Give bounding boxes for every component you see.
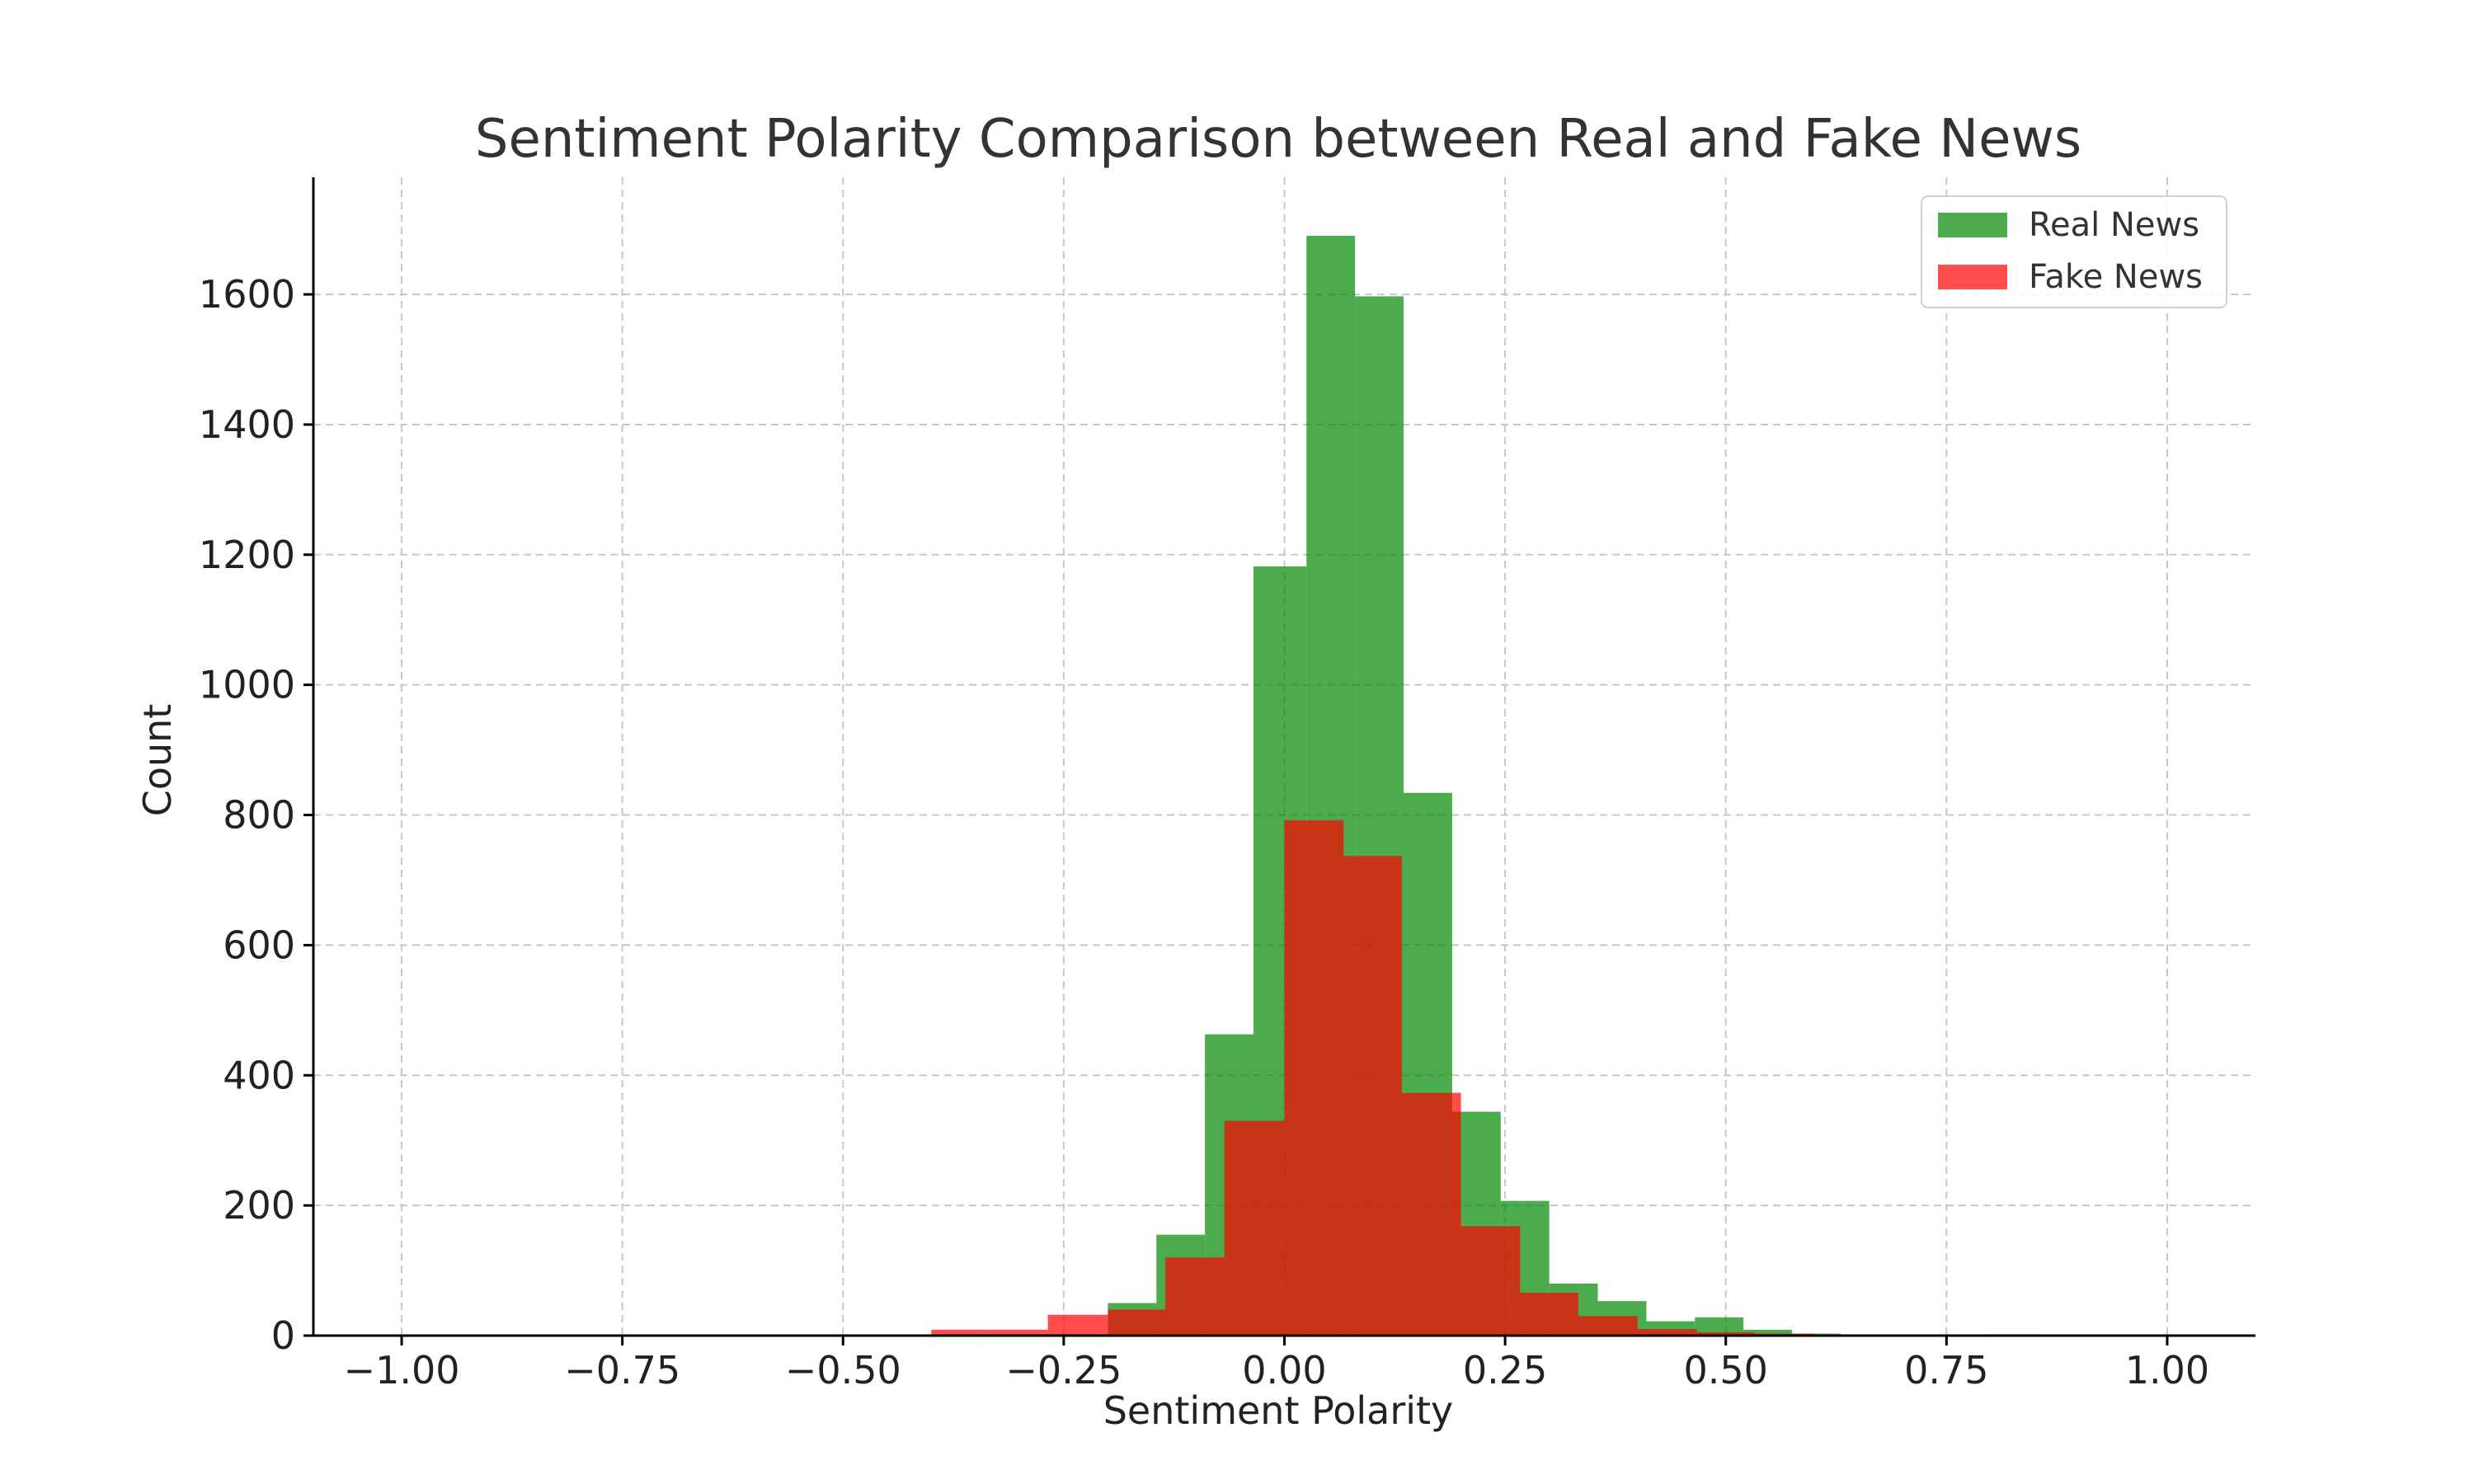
fake-news-bar	[1520, 1292, 1578, 1336]
fake-news-bar	[1460, 1226, 1521, 1336]
histogram-bars	[931, 236, 2039, 1336]
x-axis-label: Sentiment Polarity	[1103, 1388, 1454, 1433]
y-tick-label: 1600	[199, 272, 295, 317]
axes: −1.00 −0.75 −0.50 −0.25 0.00 0.25 0.50 0.75 1.00…	[199, 177, 2255, 1392]
y-tick-label: 200	[223, 1183, 295, 1228]
chart-title: Sentiment Polarity Comparison between Re…	[475, 109, 2081, 170]
y-tick-label: 1000	[199, 663, 295, 707]
fake-news-bar	[1284, 819, 1344, 1336]
fake-news-bar	[1047, 1314, 1108, 1336]
series-fake-news	[931, 819, 1814, 1336]
y-tick-label: 800	[223, 793, 295, 838]
y-tick-label: 1400	[199, 402, 295, 447]
x-tick-label: 1.00	[2125, 1348, 2209, 1392]
fake-news-bar	[1164, 1257, 1225, 1336]
y-axis-label: Count	[135, 704, 180, 817]
legend-label-real-news: Real News	[2029, 206, 2199, 244]
x-tick-label: −1.00	[344, 1348, 460, 1392]
legend-label-fake-news: Fake News	[2029, 258, 2203, 296]
fake-news-bar	[931, 1329, 989, 1336]
fake-news-bar	[1401, 1092, 1461, 1336]
fake-news-bar	[1578, 1316, 1638, 1336]
fake-news-bar	[1637, 1329, 1697, 1336]
x-tick-label: 0.25	[1463, 1348, 1547, 1392]
legend: Real News Fake News	[1921, 195, 2227, 308]
x-tick-label: −0.50	[785, 1348, 901, 1392]
real-news-bar	[1695, 1317, 1744, 1336]
x-tick-label: 0.75	[1904, 1348, 1988, 1392]
fake-news-bar	[1696, 1332, 1756, 1336]
y-tick-label: 0	[271, 1313, 295, 1358]
x-tick-label: 0.50	[1684, 1348, 1768, 1392]
y-tick-label: 400	[223, 1053, 295, 1097]
x-tick-label: −0.75	[564, 1348, 680, 1392]
fake-news-bar	[988, 1329, 1048, 1336]
fake-news-bar	[1108, 1309, 1165, 1336]
x-tick-label: 0.00	[1242, 1348, 1326, 1392]
y-tick-label: 1200	[199, 533, 295, 577]
fake-news-bar	[1343, 856, 1402, 1336]
real-news-bar	[1743, 1329, 1793, 1336]
y-tick-label: 600	[223, 923, 295, 967]
x-tick-label: −0.25	[1005, 1348, 1122, 1392]
fake-news-bar	[1224, 1120, 1285, 1336]
legend-swatch-real-news	[1938, 213, 2007, 237]
legend-swatch-fake-news	[1938, 265, 2007, 289]
